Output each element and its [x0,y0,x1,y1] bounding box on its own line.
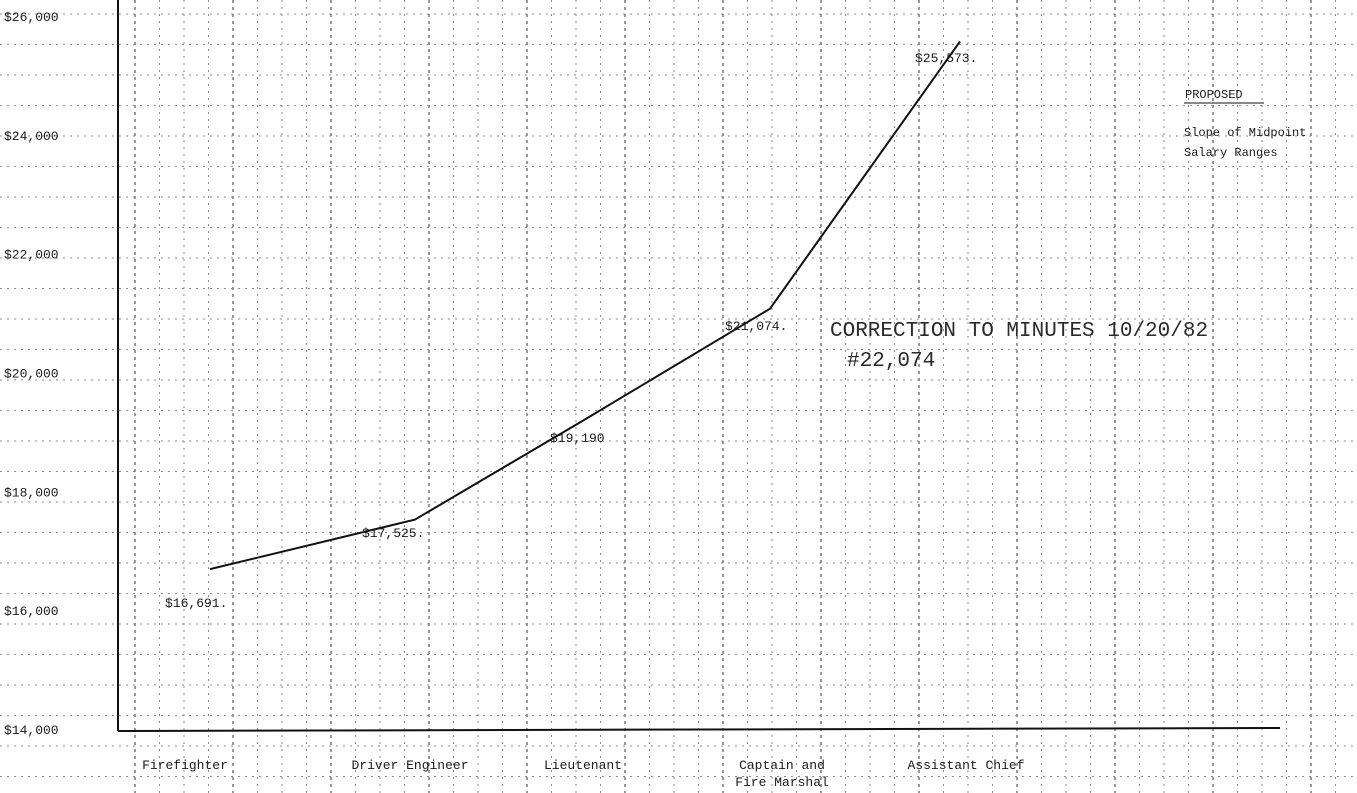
x-tick-label: Captain and Fire Marshal [735,758,829,790]
proposed-heading: PROPOSED [1185,88,1243,102]
note-line-1: Slope of Midpoint [1184,126,1306,140]
correction-stamp: CORRECTION TO MINUTES 10/20/82 #22,074 [830,320,1208,373]
data-label: $16,691. [165,596,227,611]
y-tick-labels: $14,000 $16,000 $18,000 $20,000 $22,000 $24,0… [4,10,59,738]
y-tick-label: $26,000 [4,10,59,25]
data-labels: $16,691. $17,525. $19,190 $21,074. $25,573. [165,51,977,611]
y-tick-label: $20,000 [4,367,59,382]
x-tick-label: Lieutenant [544,758,622,773]
y-tick-label: $14,000 [4,723,59,738]
legend-note: PROPOSED Slope of Midpoint Salary Ranges [1184,88,1306,160]
y-tick-label: $18,000 [4,485,59,500]
data-label: $19,190 [550,431,605,446]
x-tick-labels: Firefighter Driver Engineer Lieutenant Capt… [142,758,1024,790]
data-label: $17,525. [362,526,424,541]
correction-line-1: CORRECTION TO MINUTES 10/20/82 [830,320,1208,343]
data-label: $21,074. [725,319,787,334]
note-line-2: Salary Ranges [1184,146,1278,160]
series-line [209,40,961,571]
correction-line-2: #22,074 [847,350,935,373]
x-tick-label: Firefighter [142,758,228,773]
y-tick-label: $24,000 [4,129,59,144]
data-label: $25,573. [915,51,977,66]
y-tick-label: $22,000 [4,248,59,263]
x-tick-label: Assistant Chief [907,758,1024,773]
x-tick-label: Driver Engineer [351,758,468,773]
y-tick-label: $16,000 [4,604,59,619]
x-axis [117,727,1281,732]
